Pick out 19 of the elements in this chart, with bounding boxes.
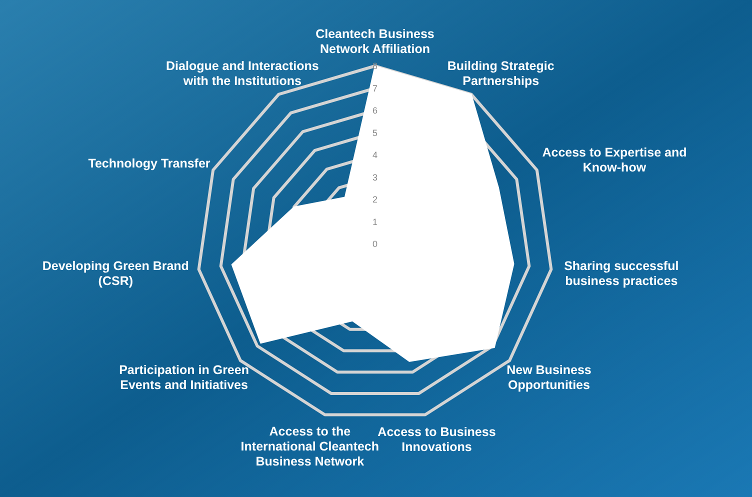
- y-tick-label: 1: [372, 216, 378, 227]
- y-tick-label: 2: [372, 194, 378, 205]
- y-tick-label: 6: [372, 106, 378, 116]
- y-tick-label: 4: [372, 150, 378, 160]
- spoke-label: Developing Green Brand (CSR): [42, 258, 189, 288]
- spoke-label: New Business Opportunities: [506, 362, 592, 392]
- y-tick-label: 5: [372, 128, 378, 138]
- y-tick-label: 7: [372, 83, 378, 94]
- spoke-label: Participation in Green Events and Initiatives: [119, 362, 249, 392]
- y-tick-label: 0: [372, 239, 378, 250]
- y-tick-label: 3: [372, 172, 378, 182]
- spoke-label: Access to Expertise and Know-how: [542, 146, 687, 175]
- spoke-label: Technology Transfer: [88, 156, 210, 170]
- spoke-label: Access to Business Innovations: [378, 424, 496, 454]
- spoke-label: Dialogue and Interactions with the Institutions: [166, 59, 319, 88]
- spoke-label: Sharing successful business practices: [564, 258, 679, 288]
- spoke-label: Cleantech Business Network Affiliation: [316, 27, 434, 56]
- spoke-label: Access to the International Cleantech Business Network: [240, 424, 380, 468]
- spoke-label: Building Strategic Partnerships: [447, 59, 554, 88]
